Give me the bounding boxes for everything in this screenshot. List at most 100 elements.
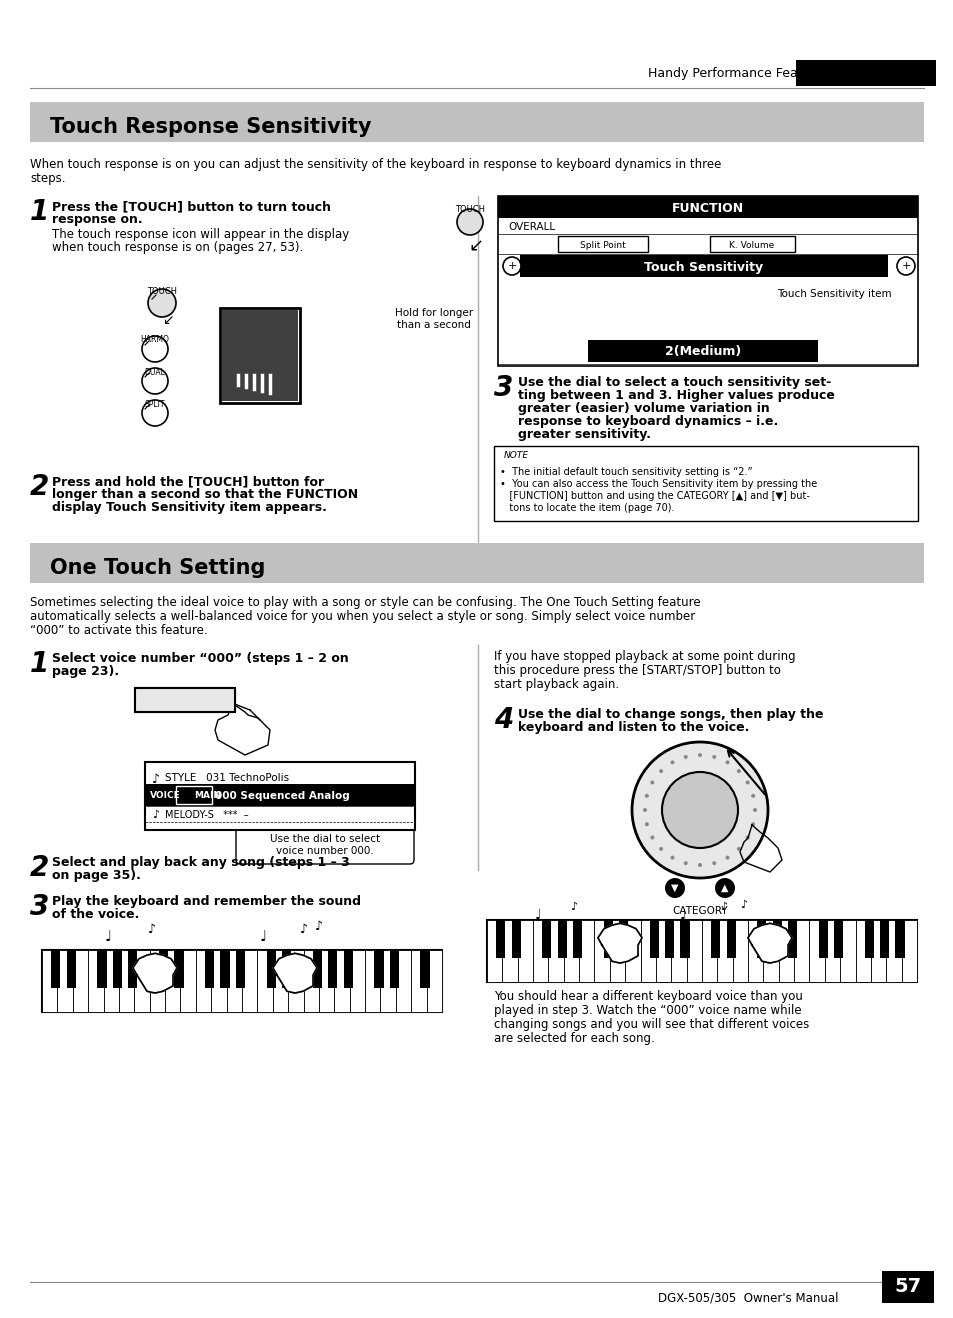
Text: ♪: ♪ [299,923,308,936]
Text: FUNCTION: FUNCTION [671,202,743,215]
Bar [778,920,793,982]
Bar [420,950,429,988]
Circle shape [736,770,740,774]
Text: Touch Response Sensitivity: Touch Response Sensitivity [50,117,371,137]
Circle shape [724,855,729,859]
Bar [573,920,581,958]
Bar [395,950,411,1012]
Text: TOUCH: TOUCH [455,206,484,214]
Text: ♩: ♩ [535,908,541,923]
Circle shape [750,822,755,826]
Circle shape [736,847,740,851]
Bar [679,920,689,958]
Text: when touch response is on (pages 27, 53).: when touch response is on (pages 27, 53)… [52,241,303,254]
Text: ♩: ♩ [260,931,267,945]
Text: TOUCH: TOUCH [147,287,177,297]
Bar [603,920,612,958]
Circle shape [750,793,755,797]
Bar [42,950,57,1012]
Bar [880,920,888,958]
Bar [863,920,873,958]
Text: •  You can also access the Touch Sensitivity item by pressing the: • You can also access the Touch Sensitiv… [499,478,817,489]
Text: If you have stopped playback at some point during: If you have stopped playback at some poi… [494,650,795,663]
Bar [511,920,520,958]
Text: HARMO: HARMO [140,335,170,344]
Bar [497,196,917,366]
Text: [FUNCTION] button and using the CATEGORY [▲] and [▼] but-: [FUNCTION] button and using the CATEGORY… [499,492,809,501]
Text: Handy Performance Features: Handy Performance Features [647,67,829,80]
Bar [128,950,137,988]
FancyBboxPatch shape [135,688,234,712]
Text: of the voice.: of the voice. [52,908,139,921]
Bar [686,920,701,982]
Text: start playback again.: start playback again. [494,677,618,691]
Bar [840,920,855,982]
Bar [30,101,923,142]
Text: Touch Sensitivity: Touch Sensitivity [644,261,762,274]
Bar [235,950,245,988]
Bar [112,950,122,988]
Bar [563,920,578,982]
Bar [793,920,809,982]
Text: page 23).: page 23). [52,666,119,677]
Text: 3: 3 [30,894,50,921]
Circle shape [644,793,648,797]
Bar [709,236,794,252]
Circle shape [148,289,175,318]
Bar [711,920,720,958]
Bar [57,950,72,1012]
Bar [855,920,870,982]
Bar [30,543,923,583]
Text: this procedure press the [START/STOP] button to: this procedure press the [START/STOP] bu… [494,664,781,677]
Text: Sometimes selecting the ideal voice to play with a song or style can be confusin: Sometimes selecting the ideal voice to p… [30,596,700,609]
Text: 4: 4 [494,706,513,734]
Text: Use the dial to select a touch sensitivity set-: Use the dial to select a touch sensitivi… [517,376,830,389]
Polygon shape [598,924,641,963]
Bar [656,920,671,982]
Bar [313,950,322,988]
Text: OVERALL: OVERALL [507,221,555,232]
Circle shape [752,808,757,812]
Bar [486,920,916,982]
Bar [282,950,291,988]
Text: STYLE   031 TechnoPolis: STYLE 031 TechnoPolis [165,772,289,783]
Bar [717,920,732,982]
Circle shape [714,878,734,898]
Circle shape [502,257,520,275]
Circle shape [724,760,729,764]
Bar [380,950,395,1012]
Bar [486,920,502,982]
Text: keyboard and listen to the voice.: keyboard and listen to the voice. [517,721,749,734]
Bar [639,920,656,982]
Text: The touch response icon will appear in the display: The touch response icon will appear in t… [52,228,349,241]
Bar [411,950,426,1012]
Circle shape [745,780,749,784]
Bar [266,950,275,988]
Circle shape [745,836,749,840]
Text: ▲: ▲ [720,883,728,894]
Text: ▼: ▼ [671,883,678,894]
Text: 1: 1 [30,198,50,225]
Circle shape [683,755,687,759]
Bar [885,920,901,982]
Text: longer than a second so that the FUNCTION: longer than a second so that the FUNCTIO… [52,488,357,501]
Bar [328,950,337,988]
Text: K. Volume: K. Volume [729,240,774,249]
Circle shape [142,336,168,362]
Bar [227,950,242,1012]
Text: “000” to activate this feature.: “000” to activate this feature. [30,623,208,637]
Text: ♩: ♩ [679,908,686,923]
Bar [502,920,517,982]
Bar [701,920,717,982]
Bar [519,254,887,277]
Polygon shape [747,924,791,963]
Circle shape [631,742,767,878]
Text: ting between 1 and 3. Higher values produce: ting between 1 and 3. Higher values prod… [517,389,834,402]
Text: 000 Sequenced Analog: 000 Sequenced Analog [214,791,350,801]
Bar [72,950,88,1012]
Circle shape [659,770,662,774]
Text: ♪: ♪ [152,811,159,820]
Bar [288,950,303,1012]
FancyBboxPatch shape [235,824,414,865]
Text: changing songs and you will see that different voices: changing songs and you will see that dif… [494,1017,808,1031]
